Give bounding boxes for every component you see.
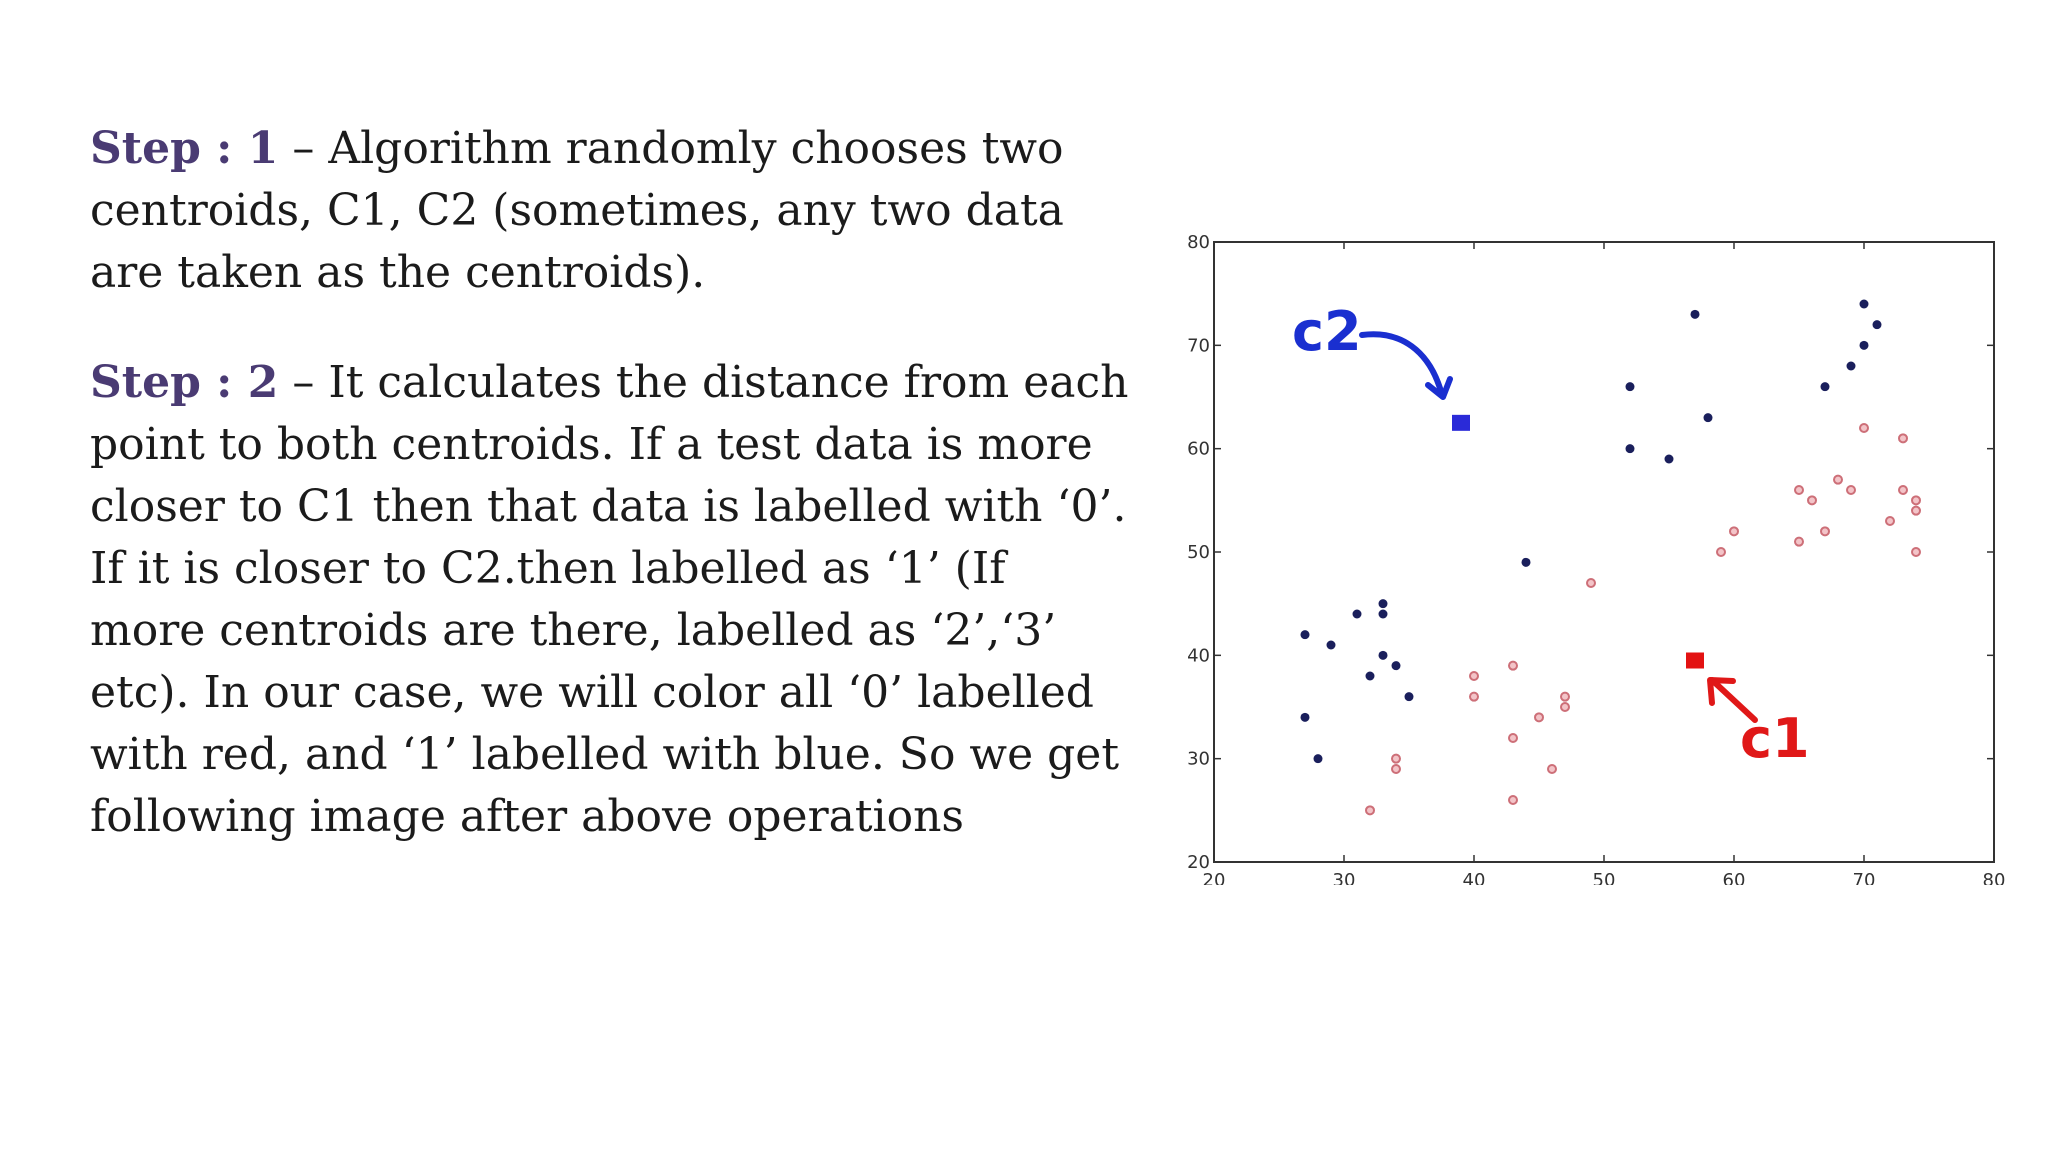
data-point-dark (1378, 650, 1388, 660)
step-1-text: – Algorithm randomly chooses two centroi… (90, 123, 1064, 298)
data-point-red (1898, 433, 1908, 444)
c1-annotation: c1 (1707, 677, 1810, 770)
data-point-dark (1820, 382, 1830, 392)
data-point-red (1560, 691, 1570, 702)
data-point-dark (1313, 754, 1323, 764)
data-point-red (1391, 753, 1401, 764)
centroid-c1 (1686, 652, 1704, 669)
data-point-dark (1664, 454, 1674, 464)
data-point-dark (1625, 444, 1635, 454)
step-2-label: Step : 2 (90, 357, 279, 408)
c2-annotation-label: c2 (1292, 300, 1362, 363)
x-tick-label: 80 (1983, 870, 2006, 885)
x-tick-label: 30 (1333, 870, 1356, 885)
data-point-red (1508, 660, 1518, 671)
data-point-dark (1846, 361, 1856, 371)
data-point-dark (1521, 557, 1531, 567)
y-tick-label: 20 (1187, 852, 1210, 873)
data-point-red (1794, 536, 1804, 547)
c2-arrowhead-icon (1425, 376, 1453, 400)
data-point-red (1794, 485, 1804, 495)
centroid-c2 (1452, 414, 1470, 431)
data-point-dark (1378, 599, 1388, 609)
step-2-text: – It calculates the distance from each p… (90, 357, 1129, 842)
x-tick-label: 40 (1463, 870, 1486, 885)
data-point-dark (1404, 692, 1414, 702)
c2-annotation: c2 (1292, 300, 1453, 400)
x-tick-label: 20 (1203, 870, 1226, 885)
data-point-dark (1365, 671, 1375, 681)
data-point-red (1534, 712, 1544, 723)
data-point-red (1508, 795, 1518, 805)
step-text-column: Step : 1 – Algorithm randomly chooses tw… (90, 118, 1130, 896)
scatter-figure: 20 30 40 50 60 70 80 20 30 40 50 60 70 80 c2 c1 (1180, 225, 2048, 885)
data-point-dark (1300, 712, 1310, 722)
y-tick-label: 40 (1187, 645, 1210, 666)
data-point-dark (1872, 320, 1882, 330)
scatter-plot: 20 30 40 50 60 70 80 20 30 40 50 60 70 80 c2 c1 (1187, 232, 2005, 885)
data-point-dark (1690, 309, 1700, 319)
centroid-markers (1452, 414, 1704, 669)
y-tick-label: 60 (1187, 439, 1210, 460)
data-point-red (1469, 691, 1479, 702)
x-tick-label: 60 (1723, 870, 1746, 885)
x-tick-label: 50 (1593, 870, 1616, 885)
y-tick-label: 70 (1187, 335, 1210, 356)
data-point-dark (1300, 630, 1310, 640)
data-point-dark (1391, 661, 1401, 671)
axis-ticks: 20 30 40 50 60 70 80 20 30 40 50 60 70 80 (1187, 232, 2005, 885)
data-point-red (1807, 495, 1817, 506)
data-point-red (1365, 805, 1375, 816)
c2-arrow-icon (1359, 331, 1445, 398)
data-point-red (1469, 671, 1479, 681)
data-point-dark (1326, 640, 1336, 650)
step-1-label: Step : 1 (90, 123, 279, 174)
data-point-red (1391, 764, 1401, 774)
data-point-red (1911, 495, 1921, 506)
data-point-red (1820, 526, 1830, 537)
data-point-dark (1703, 413, 1713, 423)
data-point-dark (1859, 299, 1869, 309)
data-point-dark (1352, 609, 1362, 619)
data-point-red (1859, 423, 1869, 433)
step-1-paragraph: Step : 1 – Algorithm randomly chooses tw… (90, 118, 1130, 304)
data-point-red (1846, 485, 1856, 495)
data-point-red (1898, 485, 1908, 495)
c1-arrowhead-icon (1707, 677, 1736, 706)
data-point-red (1885, 516, 1895, 526)
data-point-red (1911, 505, 1921, 516)
data-point-dark (1625, 382, 1635, 392)
data-point-red (1729, 526, 1739, 537)
data-point-red (1560, 702, 1570, 712)
y-tick-label: 80 (1187, 232, 1210, 253)
data-point-red (1508, 733, 1518, 743)
data-points (1300, 299, 1921, 816)
data-point-red (1547, 764, 1557, 774)
data-point-red (1586, 578, 1596, 588)
data-point-red (1911, 547, 1921, 557)
data-point-dark (1378, 609, 1388, 619)
data-point-red (1833, 474, 1843, 485)
c1-arrow-icon (1709, 677, 1758, 723)
y-tick-label: 30 (1187, 749, 1210, 770)
data-point-red (1716, 547, 1726, 557)
step-2-paragraph: Step : 2 – It calculates the distance fr… (90, 352, 1130, 848)
x-tick-label: 70 (1853, 870, 1876, 885)
y-tick-label: 50 (1187, 542, 1210, 563)
data-point-dark (1859, 340, 1869, 350)
